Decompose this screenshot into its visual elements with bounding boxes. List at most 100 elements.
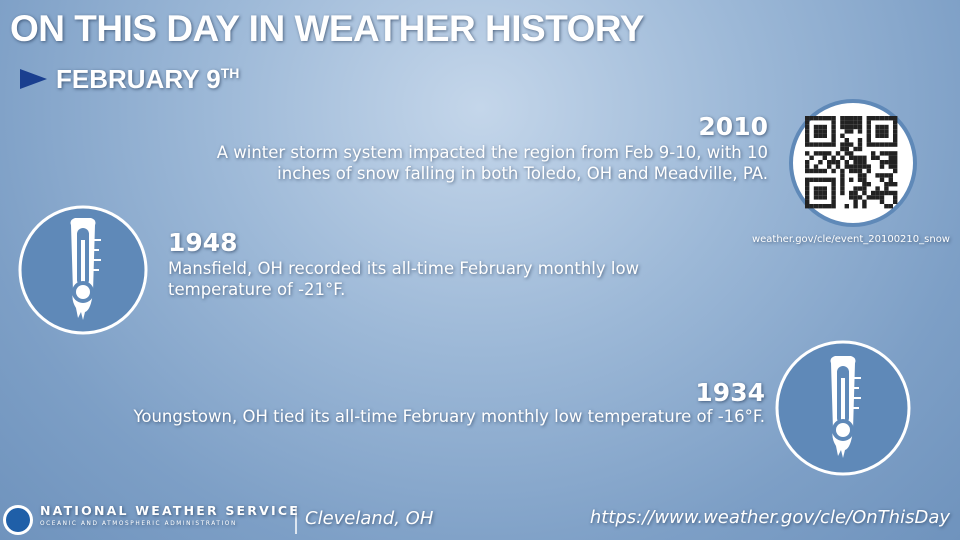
event-text: A winter storm system impacted the regio…	[216, 143, 768, 183]
qr-cell	[818, 186, 823, 191]
qr-cell	[893, 120, 898, 125]
qr-cell	[853, 124, 858, 130]
qr-cell	[857, 142, 863, 147]
qr-cell	[862, 204, 867, 209]
qr-cell	[853, 160, 858, 165]
qr-cell	[805, 164, 810, 169]
qr-cell	[827, 164, 832, 169]
qr-cell	[849, 168, 854, 174]
qr-cell	[818, 116, 823, 121]
qr-cell	[871, 195, 876, 200]
qr-cell	[840, 124, 845, 130]
qr-cell	[840, 168, 845, 174]
qr-cell	[849, 151, 854, 156]
qr-cell	[893, 116, 898, 121]
qr-cell	[853, 146, 858, 152]
qr-cell	[840, 133, 845, 138]
qr-cell	[888, 173, 893, 178]
qr-cell	[805, 129, 810, 134]
qr-cell	[888, 164, 893, 169]
qr-cell	[866, 120, 871, 125]
qr-cell	[844, 146, 849, 152]
qr-cell	[879, 177, 885, 182]
qr-cell	[853, 116, 858, 121]
qr-cell	[879, 173, 885, 178]
qr-cell	[813, 177, 819, 182]
qr-cell	[818, 124, 823, 130]
qr-cell	[849, 124, 854, 130]
qr-cell	[888, 142, 893, 147]
qr-cell	[879, 124, 885, 130]
qr-cell	[818, 142, 823, 147]
qr-cell	[857, 120, 863, 125]
qr-cell	[809, 204, 814, 209]
qr-cell	[840, 116, 845, 121]
qr-cell	[853, 195, 858, 200]
qr-cell	[818, 190, 823, 196]
qr-code	[805, 116, 898, 209]
qr-cell	[884, 173, 889, 178]
office: Cleveland, OH	[305, 508, 434, 529]
qr-caption: weather.gov/cle/event_20100210_snow	[751, 234, 950, 245]
event-year: 1934	[695, 378, 765, 407]
qr-cell	[818, 133, 823, 138]
qr-cell	[862, 182, 867, 187]
qr-cell	[866, 124, 871, 130]
qr-cell	[853, 199, 858, 204]
qr-cell	[875, 173, 880, 178]
url: https://www.weather.gov/cle/OnThisDay	[589, 507, 950, 528]
qr-cell	[831, 182, 836, 187]
qr-cell	[893, 195, 898, 200]
qr-cell	[831, 177, 836, 182]
qr-cell	[871, 142, 876, 147]
qr-cell	[862, 199, 867, 204]
qr-cell	[857, 129, 863, 134]
qr-cell	[884, 204, 889, 209]
qr-cell	[879, 195, 885, 200]
qr-cell	[893, 138, 898, 143]
qr-cell	[884, 186, 889, 191]
qr-cell	[805, 195, 810, 200]
qr-cell	[835, 151, 841, 156]
qr-cell	[871, 116, 876, 121]
qr-cell	[871, 151, 876, 156]
qr-cell	[844, 204, 849, 209]
qr-cell	[831, 116, 836, 121]
qr-cell	[888, 190, 893, 196]
qr-cell	[866, 182, 871, 187]
qr-cell	[888, 155, 893, 160]
qr-cell	[813, 168, 819, 174]
qr-cell	[831, 160, 836, 165]
qr-cell	[879, 133, 885, 138]
qr-cell	[879, 116, 885, 121]
qr-cell	[805, 120, 810, 125]
qr-cell	[853, 186, 858, 191]
qr-cell	[875, 133, 880, 138]
qr-cell	[884, 124, 889, 130]
qr-cell	[805, 186, 810, 191]
qr-cell	[840, 186, 845, 191]
event-text: Mansfield, OH recorded its all-time Febr…	[168, 259, 640, 299]
qr-cell	[853, 204, 858, 209]
qr-cell	[822, 151, 827, 156]
qr-cell	[857, 177, 863, 182]
qr-cell	[849, 190, 854, 196]
qr-cell	[840, 173, 845, 178]
qr-cell	[893, 164, 898, 169]
qr-cell	[805, 124, 810, 130]
qr-cell	[818, 129, 823, 134]
qr-cell	[844, 120, 849, 125]
title: ON THIS DAY IN WEATHER HISTORY	[10, 8, 644, 49]
qr-cell	[862, 164, 867, 169]
qr-cell	[827, 151, 832, 156]
qr-cell	[809, 177, 814, 182]
qr-cell	[866, 142, 871, 147]
qr-cell	[879, 190, 885, 196]
qr-cell	[840, 146, 845, 152]
qr-cell	[888, 151, 893, 156]
qr-cell	[893, 151, 898, 156]
qr-cell	[809, 142, 814, 147]
qr-cell	[818, 195, 823, 200]
qr-cell	[871, 155, 876, 160]
